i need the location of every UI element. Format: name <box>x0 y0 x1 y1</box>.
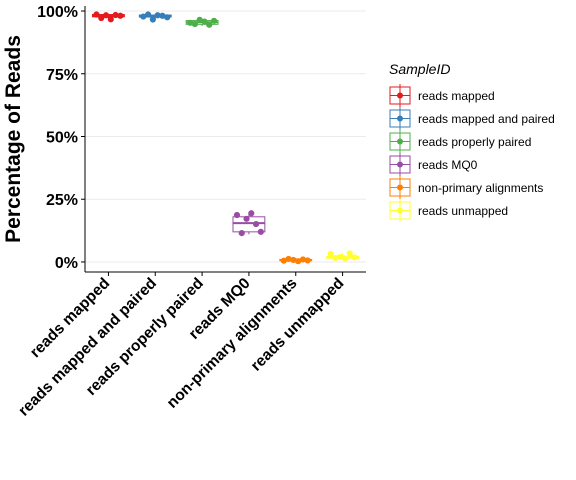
y-axis-title: Percentage of Reads <box>2 35 25 243</box>
boxes <box>91 11 360 265</box>
box-group <box>232 210 266 237</box>
data-point <box>107 16 114 23</box>
data-point <box>164 14 171 21</box>
legend-label: reads mapped and paired <box>418 112 555 126</box>
legend-key-point <box>397 115 403 122</box>
legend-item: reads MQ0 <box>389 153 478 176</box>
data-point <box>341 255 349 262</box>
y-tick-label: 50% <box>46 129 78 146</box>
data-point <box>102 12 110 19</box>
legend-label: non-primary alignments <box>418 181 543 195</box>
data-point <box>346 250 353 257</box>
data-point <box>149 16 156 23</box>
data-point <box>351 254 358 261</box>
y-tick-label: 0% <box>55 255 78 272</box>
legend-item: reads mapped and paired <box>389 107 555 130</box>
legend-title: SampleID <box>389 61 450 77</box>
legend-items: reads mapped reads mapped and paired reads… <box>389 84 555 222</box>
data-point <box>93 11 100 18</box>
data-point <box>304 257 311 264</box>
data-point <box>257 228 264 235</box>
box-group <box>279 255 313 265</box>
legend-label: reads unmapped <box>418 204 508 218</box>
grid-lines <box>85 10 366 263</box>
legend: SampleID reads mapped reads mapped and pa… <box>389 61 555 222</box>
data-point <box>117 12 124 19</box>
legend-item: reads unmapped <box>389 199 508 222</box>
data-point <box>206 21 213 28</box>
box-group <box>91 11 125 23</box>
data-point <box>144 11 152 18</box>
box-group <box>138 11 172 23</box>
legend-label: reads MQ0 <box>418 158 478 172</box>
box-group <box>185 16 219 28</box>
box-group <box>326 250 360 262</box>
box <box>232 216 266 233</box>
legend-item: reads properly paired <box>389 130 531 153</box>
legend-key-point <box>397 138 403 145</box>
y-tick-label: 100% <box>37 4 78 21</box>
data-point <box>238 230 245 237</box>
data-point <box>233 211 241 219</box>
legend-item: non-primary alignments <box>389 176 543 199</box>
legend-key-point <box>397 92 403 99</box>
axes <box>84 6 366 273</box>
data-point <box>252 220 260 228</box>
data-point <box>327 250 334 258</box>
data-point <box>243 215 250 222</box>
legend-key-point <box>397 207 403 214</box>
data-point <box>248 210 255 217</box>
legend-label: reads properly paired <box>418 135 531 149</box>
data-point <box>201 18 208 25</box>
x-tick-label: reads mapped <box>27 275 113 361</box>
legend-key-point <box>397 161 403 168</box>
legend-item: reads mapped <box>389 84 495 107</box>
y-tick-labels: 0% 25% 50% 75% 100% <box>37 4 85 272</box>
y-tick-label: 25% <box>46 192 78 209</box>
legend-label: reads mapped <box>418 89 495 103</box>
data-point <box>98 14 105 22</box>
data-point <box>210 17 218 24</box>
legend-key-point <box>397 184 403 191</box>
y-tick-label: 75% <box>46 67 78 84</box>
data-point <box>191 20 199 28</box>
